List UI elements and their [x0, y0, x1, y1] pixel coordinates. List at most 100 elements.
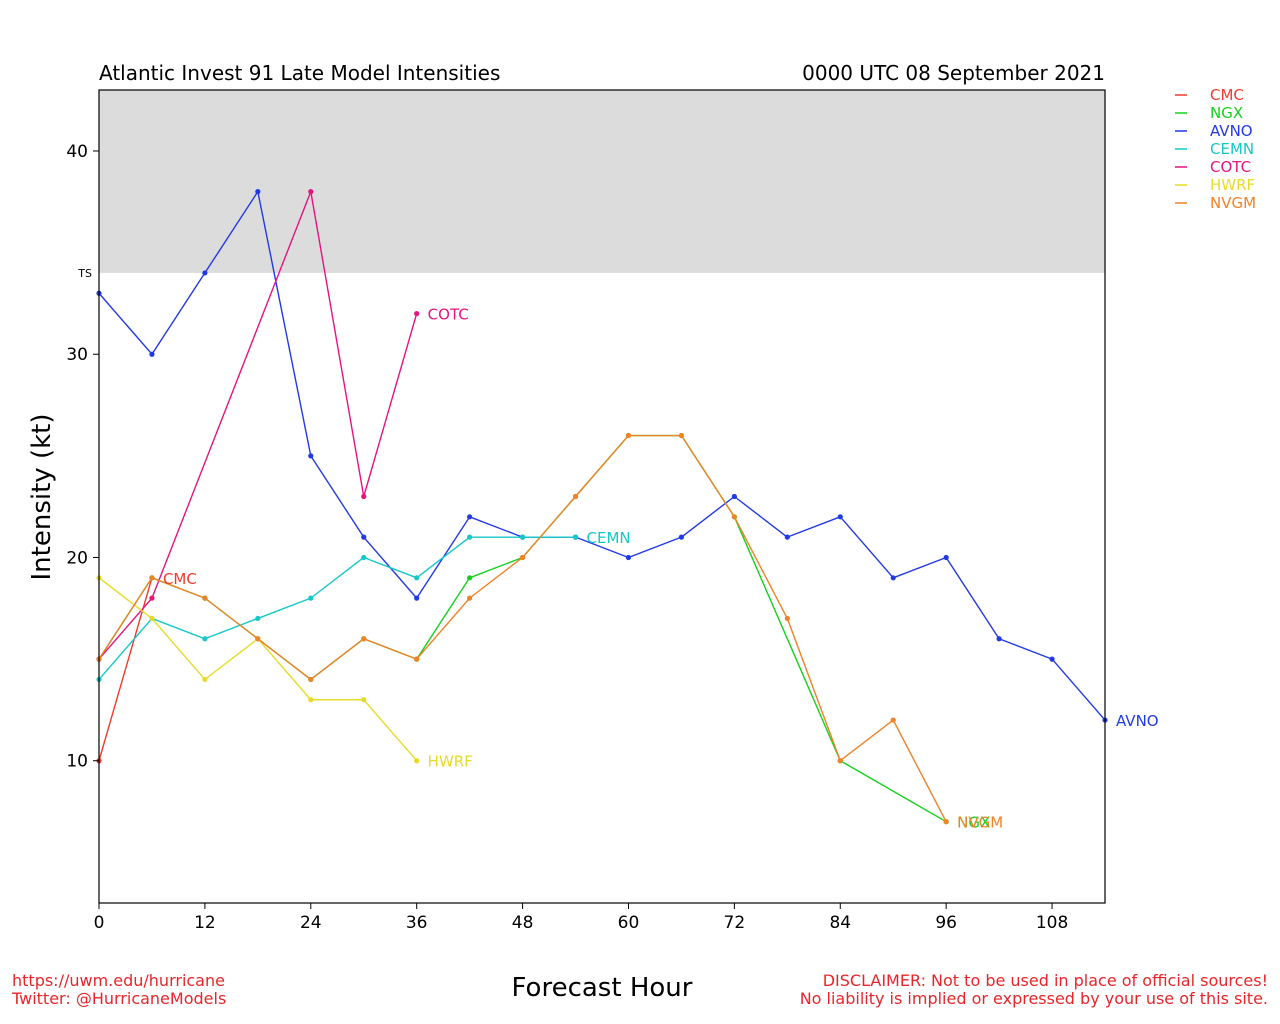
end-label-layer: CMC NGX AVNO CEMN COTC HWRF NVGM [163, 306, 1159, 832]
x-tick-label-96: 96 [935, 913, 957, 933]
data-point-hwrf-12 [202, 676, 208, 683]
x-tick-label-0: 0 [94, 913, 105, 933]
x-tick-label-60: 60 [618, 913, 640, 933]
y-tick-label-20: 20 [66, 548, 88, 568]
y-tick-label-30: 30 [66, 345, 88, 365]
data-point-cotc-6 [149, 595, 155, 601]
legend-label-cmc: CMC [1210, 86, 1244, 104]
data-point-avno-12 [202, 270, 208, 276]
data-point-nvgm-6 [149, 575, 155, 581]
disclaimer-line-2: No liability is implied or expressed by … [799, 989, 1268, 1008]
end-label-ngx: NGX [957, 814, 990, 832]
data-point-nvgm-42 [467, 595, 473, 601]
data-point-nvgm-90 [890, 717, 896, 723]
data-point-cotc-36 [414, 310, 420, 317]
data-point-nvgm-30 [361, 636, 367, 642]
data-point-avno-84 [837, 514, 843, 520]
data-point-avno-78 [784, 534, 790, 540]
data-point-cemn-30 [361, 554, 367, 561]
ts-threshold-label: TS [77, 267, 92, 280]
data-point-nvgm-66 [678, 432, 685, 439]
data-point-avno-18 [255, 189, 261, 195]
x-tick-label-12: 12 [194, 913, 216, 933]
data-point-avno-24 [308, 453, 314, 459]
data-point-cotc-30 [361, 493, 367, 500]
axis-layer: 0 12 24 36 48 60 72 84 96 108 10 20 30 40 TS [66, 142, 1068, 933]
data-point-cemn-54 [572, 534, 579, 540]
data-point-avno-90 [890, 575, 896, 581]
data-point-hwrf-30 [361, 697, 367, 703]
data-point-nvgm-78 [784, 615, 790, 622]
x-tick-label-108: 108 [1036, 913, 1068, 933]
data-point-cemn-48 [519, 534, 526, 540]
end-label-cemn: CEMN [587, 529, 631, 547]
x-tick-label-36: 36 [406, 913, 428, 933]
data-point-cemn-12 [202, 636, 208, 642]
data-point-cemn-36 [414, 575, 420, 581]
series-line-avno [98, 190, 1106, 721]
data-point-avno-108 [1049, 656, 1055, 662]
data-point-avno-66 [678, 534, 685, 540]
data-point-nvgm-96 [943, 819, 949, 825]
legend-label-nvgm: NVGM [1210, 194, 1256, 212]
chart-title: Atlantic Invest 91 Late Model Intensitie… [99, 61, 500, 85]
tropical-storm-band [99, 90, 1105, 273]
x-tick-label-24: 24 [300, 913, 322, 933]
y-tick-label-40: 40 [66, 142, 88, 162]
data-point-avno-42 [467, 514, 473, 520]
legend-label-hwrf: HWRF [1210, 176, 1255, 194]
x-axis-label: Forecast Hour [512, 973, 693, 1003]
data-point-cemn-42 [467, 534, 473, 540]
y-axis-label: Intensity (kt) [27, 414, 57, 581]
legend-label-cotc: COTC [1210, 158, 1251, 176]
data-point-avno-72 [731, 493, 737, 500]
data-point-cemn-24 [308, 595, 314, 601]
data-point-nvgm-48 [519, 554, 526, 561]
series-cemn [96, 534, 579, 683]
footer-twitter[interactable]: Twitter: @HurricaneModels [12, 989, 227, 1008]
series-layer [96, 189, 1108, 825]
footer-disclaimer: DISCLAIMER: Not to be used in place of o… [800, 972, 1268, 1008]
data-point-nvgm-36 [414, 656, 420, 662]
y-tick-label-10: 10 [66, 752, 88, 772]
footer-credits: https://uwm.edu/hurricane Twitter: @Hurr… [12, 972, 226, 1008]
data-point-avno-60 [625, 554, 632, 561]
footer-url[interactable]: https://uwm.edu/hurricane [12, 971, 225, 990]
x-tick-label-72: 72 [724, 913, 746, 933]
data-point-ngx-42 [467, 575, 473, 581]
chart-subtitle: 0000 UTC 08 September 2021 [802, 61, 1105, 85]
data-point-nvgm-54 [572, 493, 579, 500]
data-point-nvgm-72 [731, 514, 737, 520]
data-point-avno-30 [361, 534, 367, 540]
data-point-avno-102 [996, 636, 1002, 642]
plot-frame [98, 89, 1106, 904]
end-label-nvgm: NVGM [957, 814, 1003, 832]
legend-label-ngx: NGX [1210, 104, 1243, 122]
x-tick-label-48: 48 [512, 913, 534, 933]
data-point-nvgm-60 [625, 432, 632, 439]
legend-label-avno: AVNO [1210, 122, 1253, 140]
data-point-nvgm-18 [255, 636, 261, 642]
data-point-avno-36 [414, 595, 420, 601]
data-point-hwrf-36 [414, 758, 420, 764]
end-label-cotc: COTC [428, 306, 469, 324]
end-label-hwrf: HWRF [428, 753, 473, 771]
end-label-avno: AVNO [1116, 712, 1159, 730]
series-line-cemn [98, 536, 576, 680]
data-point-hwrf-24 [308, 697, 314, 703]
end-label-cmc: CMC [163, 570, 197, 588]
data-point-avno-96 [943, 554, 949, 561]
data-point-cemn-18 [255, 615, 261, 622]
data-point-avno-6 [149, 351, 155, 357]
disclaimer-line-1: DISCLAIMER: Not to be used in place of o… [822, 971, 1268, 990]
data-point-hwrf-6 [149, 615, 155, 622]
series-nvgm [96, 432, 949, 825]
data-point-nvgm-12 [202, 595, 208, 601]
data-point-nvgm-24 [308, 676, 314, 683]
legend-label-cemn: CEMN [1210, 140, 1254, 158]
x-tick-label-84: 84 [829, 913, 851, 933]
data-point-cotc-24 [308, 189, 314, 195]
data-point-nvgm-84 [837, 758, 843, 764]
